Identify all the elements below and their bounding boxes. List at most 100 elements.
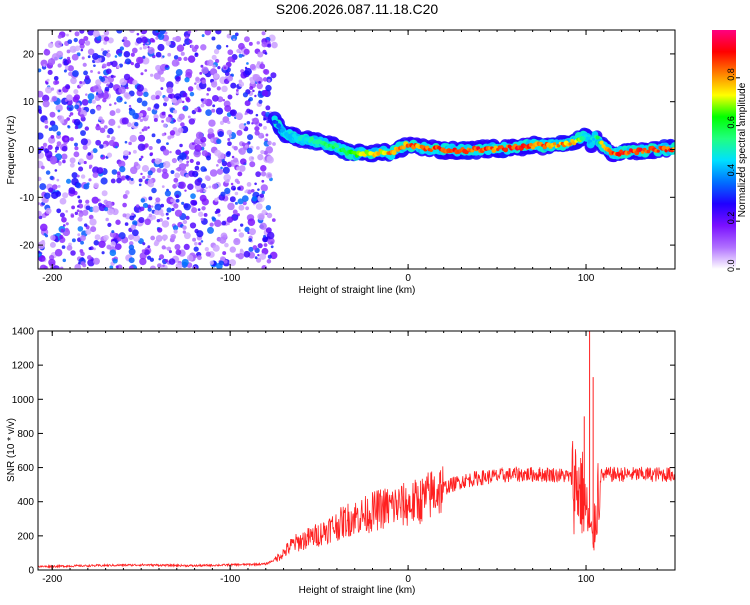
spectrogram-cell xyxy=(99,127,106,134)
colorbar-tick-label: 0.6 xyxy=(726,116,736,129)
spectrogram-cell xyxy=(163,96,169,102)
spectrogram-cell xyxy=(141,36,148,44)
spectrogram-cell xyxy=(54,169,58,172)
spectrogram-cell xyxy=(187,55,196,63)
spectrogram-cell xyxy=(100,48,104,52)
spectrogram-cell xyxy=(138,178,143,183)
spectrogram-cell xyxy=(195,76,200,82)
spectrogram-cell xyxy=(101,190,108,197)
spectrogram-cell xyxy=(43,64,46,67)
spectrogram-cell xyxy=(42,142,47,147)
spectrogram-cell xyxy=(207,226,214,234)
spectrogram-cell xyxy=(51,191,59,199)
spectrogram-cell xyxy=(188,118,195,125)
spectrogram-cell xyxy=(173,229,178,234)
spectrogram-cell xyxy=(195,173,199,177)
spectrogram-cell xyxy=(171,59,180,67)
y-tick-label: 600 xyxy=(17,463,34,474)
spectrogram-cell xyxy=(254,182,257,186)
spectrogram-cell xyxy=(259,253,267,260)
spectrogram-cell xyxy=(206,92,209,96)
spectrogram-cell xyxy=(191,142,195,146)
spectrogram-cell xyxy=(83,223,88,227)
spectrogram-cell xyxy=(116,177,122,184)
spectrogram-cell xyxy=(78,38,86,46)
spectrogram-cell xyxy=(224,179,229,184)
spectrogram-cell xyxy=(119,97,122,101)
spectrogram-cell xyxy=(244,144,249,148)
snr-x-ticks: -200 -100 0 100 xyxy=(42,331,676,585)
spectrogram-cell xyxy=(38,68,42,73)
spectrogram-cell xyxy=(61,245,66,249)
spectrogram-cell xyxy=(129,215,135,221)
spectrogram-cell xyxy=(208,119,216,127)
spectrogram-cell xyxy=(226,151,231,156)
spectrogram-cell xyxy=(145,115,150,119)
spectrogram-cell xyxy=(58,162,62,166)
spectrogram-cell xyxy=(243,250,251,258)
spectrogram-cell xyxy=(130,224,137,230)
spectrogram-cell xyxy=(155,234,163,242)
spectrogram-cell xyxy=(227,49,234,56)
spectrogram-cell xyxy=(84,40,91,46)
spectrogram-cell xyxy=(128,141,132,146)
spectrogram-cell xyxy=(139,112,144,117)
spectrogram-cell xyxy=(102,97,107,103)
spectrogram-cell xyxy=(71,172,78,179)
spectrogram-cell xyxy=(261,89,269,97)
spectrogram-cell xyxy=(220,166,223,170)
spectrogram-cell xyxy=(77,195,81,199)
spectrogram-cell xyxy=(197,108,202,113)
spectrogram-cell xyxy=(245,206,250,211)
spectrogram-cell xyxy=(143,249,150,256)
spectrogram-cell xyxy=(165,40,171,46)
spectrogram-cell xyxy=(100,76,106,82)
spectrogram-cell xyxy=(136,56,144,64)
spectrogram-cell xyxy=(65,178,72,184)
spectrogram-cell xyxy=(227,94,233,100)
spectrogram-cell xyxy=(219,256,226,262)
spectrogram-cell xyxy=(166,86,174,94)
spectrogram-cell xyxy=(84,126,90,131)
spectrogram-cell xyxy=(87,99,93,104)
spectrogram-cell xyxy=(138,134,146,142)
snr-y-axis-label: SNR (10 * v/v) xyxy=(6,418,17,482)
spectrogram-cell xyxy=(123,50,131,58)
spectrogram-cell xyxy=(142,43,146,46)
spectrogram-cell xyxy=(197,208,201,211)
spectrogram-cell xyxy=(271,41,278,49)
spectrogram-cell xyxy=(96,167,104,175)
spectrogram-cell xyxy=(185,96,190,102)
spectrogram-cell xyxy=(80,261,86,266)
spectrogram-cell xyxy=(257,253,260,257)
spectrogram-cell xyxy=(93,247,96,251)
spectrogram-cell xyxy=(264,52,268,55)
spectrogram-cell xyxy=(198,242,202,246)
spectrogram-cell xyxy=(221,85,228,93)
spectrogram-cell xyxy=(161,220,170,228)
spectrogram-cell xyxy=(143,91,149,98)
spectrogram-cell xyxy=(180,51,185,56)
spectrogram-cell xyxy=(255,113,259,117)
spectrogram-cell xyxy=(72,96,79,103)
spectrogram-cell xyxy=(160,87,164,90)
spectrogram-cell xyxy=(238,165,246,172)
spectrogram-cell xyxy=(91,99,96,104)
spectrogram-cell xyxy=(45,86,53,94)
spectrogram-cell xyxy=(38,215,43,220)
spectrogram-cell xyxy=(118,52,122,57)
spectrogram-cell xyxy=(184,189,187,192)
spectrogram-cell xyxy=(113,102,117,105)
spectrogram-cell xyxy=(69,162,75,168)
spectrogram-cell xyxy=(90,150,94,154)
spectrogram-cell xyxy=(194,82,197,85)
spectrogram-cell xyxy=(122,202,127,208)
spectrogram-cell xyxy=(57,115,65,122)
spectrogram-cell xyxy=(206,59,214,67)
spectrogram-cell xyxy=(199,194,207,202)
spectrogram-cell xyxy=(244,100,251,107)
spectrogram-cell xyxy=(171,207,175,212)
spectrogram-cell xyxy=(335,144,340,149)
